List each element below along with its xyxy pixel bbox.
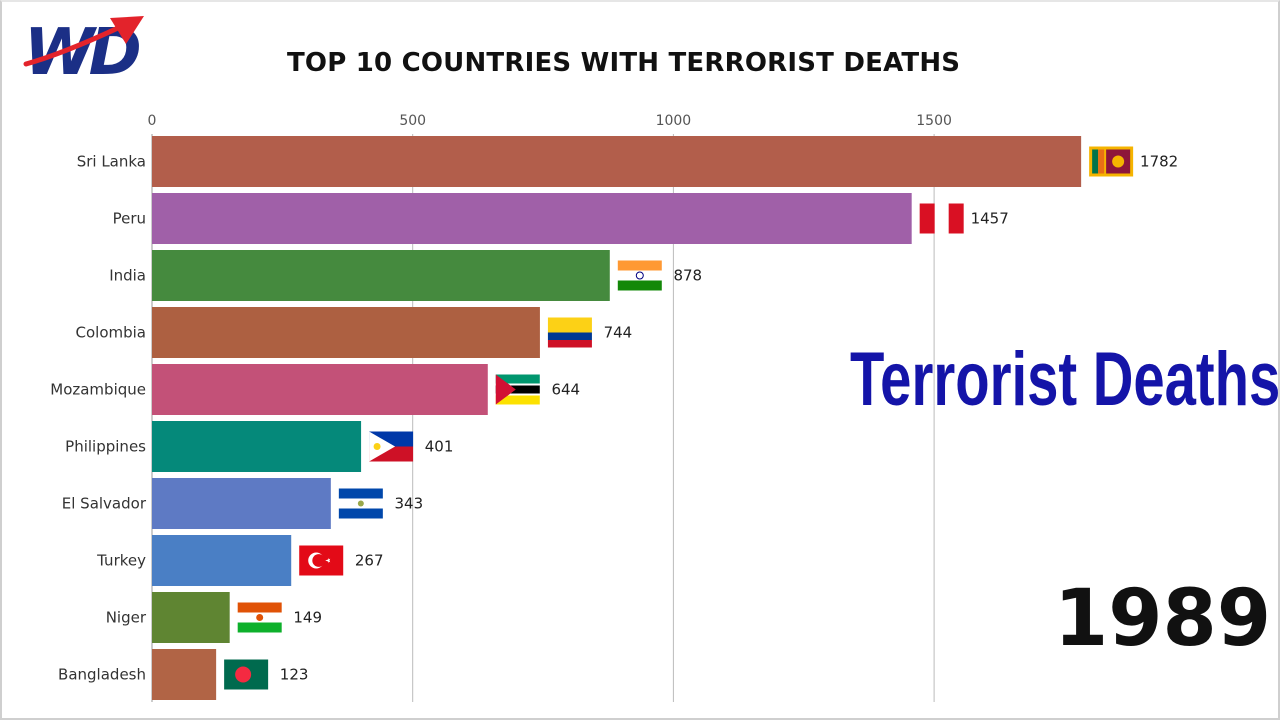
x-tick-label: 500 <box>399 113 426 129</box>
value-label: 123 <box>280 666 309 684</box>
category-label: Mozambique <box>50 381 146 399</box>
x-tick-label: 0 <box>148 113 157 129</box>
bar <box>152 649 217 700</box>
philippines-flag-icon <box>369 431 414 462</box>
bar <box>152 364 488 415</box>
peru-flag-icon <box>919 203 964 234</box>
bar <box>152 421 362 472</box>
bar <box>152 250 610 301</box>
category-label: Peru <box>113 210 146 228</box>
category-label: Turkey <box>96 552 146 570</box>
bangladesh-flag-icon <box>224 659 269 690</box>
logo-arrowhead-icon <box>110 16 144 44</box>
category-label: El Salvador <box>62 495 147 513</box>
bar <box>152 307 540 358</box>
category-label: Sri Lanka <box>77 153 146 171</box>
overlay-title: Terrorist Deaths <box>850 337 1280 422</box>
bar <box>152 535 292 586</box>
value-label: 343 <box>395 495 424 513</box>
colombia-flag-icon <box>547 317 592 348</box>
value-label: 1782 <box>1140 153 1178 171</box>
bar <box>152 193 912 244</box>
bar <box>152 136 1082 187</box>
value-label: 401 <box>425 438 454 456</box>
el-salvador-flag-icon <box>338 488 383 519</box>
logo-arrow-icon <box>23 25 121 67</box>
sri-lanka-flag-icon <box>1089 146 1134 177</box>
x-tick-label: 1500 <box>916 113 952 129</box>
year-label: 1989 <box>1054 574 1272 664</box>
value-label: 878 <box>673 267 702 285</box>
chart-title: TOP 10 COUNTRIES WITH TERRORIST DEATHS <box>287 48 961 78</box>
value-label: 644 <box>551 381 580 399</box>
turkey-flag-icon <box>299 545 344 576</box>
category-label: India <box>109 267 146 285</box>
value-label: 744 <box>604 324 633 342</box>
bar <box>152 592 230 643</box>
value-label: 149 <box>293 609 322 627</box>
value-label: 267 <box>355 552 384 570</box>
wd-logo-icon: WD <box>23 16 146 80</box>
bar <box>152 478 331 529</box>
india-flag-icon <box>617 260 662 291</box>
category-label: Philippines <box>65 438 146 456</box>
category-label: Bangladesh <box>58 666 146 684</box>
category-label: Niger <box>106 609 147 627</box>
x-tick-label: 1000 <box>656 113 692 129</box>
value-label: 1457 <box>971 210 1009 228</box>
category-label: Colombia <box>76 324 147 342</box>
niger-flag-icon <box>237 602 282 633</box>
mozambique-flag-icon <box>495 374 540 405</box>
